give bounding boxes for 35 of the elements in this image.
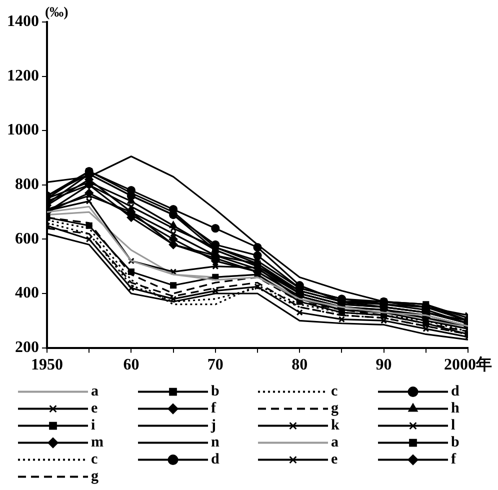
legend-label: a: [91, 384, 99, 400]
y-tick-label: 400: [15, 284, 39, 302]
legend-label: c: [331, 384, 338, 400]
x-tick-label: 90: [376, 356, 392, 374]
legend-label: d: [451, 384, 460, 400]
x-tick-label: 80: [292, 356, 308, 374]
legend-label: g: [91, 468, 99, 485]
x-tick-label: 2000年: [444, 356, 492, 374]
legend-label: g: [331, 400, 339, 417]
y-tick-label: 1400: [7, 13, 39, 30]
y-axis-title: (‰): [45, 6, 69, 21]
legend-label: h: [451, 400, 460, 417]
legend-label: e: [331, 452, 338, 468]
y-tick-label: 800: [15, 176, 39, 194]
legend-label: c: [91, 452, 98, 468]
legend-label: b: [451, 434, 460, 451]
x-tick-label: 60: [123, 356, 140, 374]
legend-label: f: [451, 452, 457, 468]
legend-label: b: [211, 384, 220, 400]
y-tick-label: 1000: [7, 122, 39, 139]
legend-label: e: [91, 400, 98, 417]
y-tick-label: 200: [15, 338, 39, 356]
y-tick-label: 600: [15, 230, 39, 248]
legend-label: f: [211, 400, 217, 417]
legend-label: d: [211, 452, 220, 468]
legend-label: l: [451, 418, 456, 434]
legend-label: m: [91, 434, 104, 451]
x-tick-label: 1950: [31, 356, 63, 374]
legend-label: a: [331, 434, 339, 451]
legend-label: i: [91, 418, 96, 434]
y-tick-label: 1200: [7, 67, 39, 84]
legend-label: j: [210, 418, 216, 434]
x-tick-label: 70: [207, 356, 224, 374]
legend-label: k: [331, 418, 340, 434]
legend-label: n: [211, 434, 220, 451]
